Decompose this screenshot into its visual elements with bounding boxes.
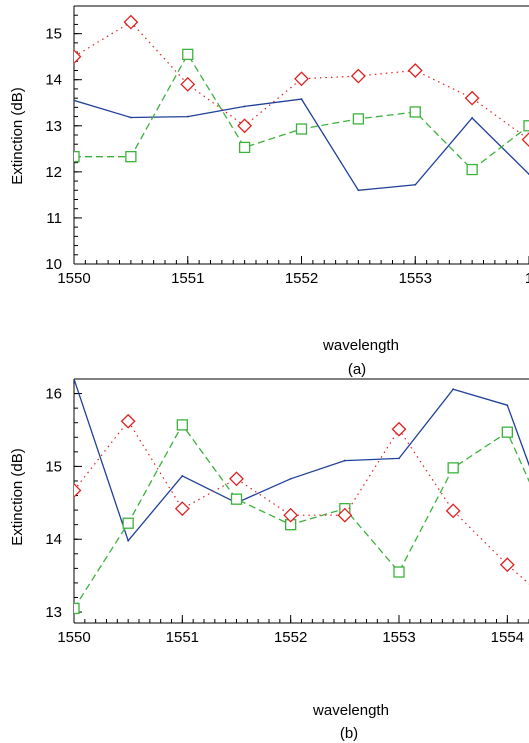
data-point	[74, 379, 75, 380]
data-point	[398, 457, 400, 460]
data-point	[357, 189, 360, 192]
series-line-solid	[74, 98, 529, 191]
data-point-diamond	[283, 507, 299, 523]
data-point	[243, 105, 246, 108]
data-point-square	[295, 123, 308, 135]
data-point	[181, 474, 184, 477]
data-point	[127, 539, 130, 542]
data-point-diamond	[237, 118, 253, 134]
x-tick-label: 1552	[274, 629, 307, 646]
data-point-diamond	[123, 14, 139, 30]
panel-label-a: (a)	[348, 361, 366, 378]
data-point-square	[74, 151, 80, 163]
series-line-dashed	[74, 423, 529, 609]
data-point-diamond	[120, 413, 136, 429]
data-point	[414, 183, 417, 186]
data-point	[74, 99, 75, 102]
x-tick-label: 1553	[399, 270, 432, 287]
data-point	[300, 98, 303, 100]
data-point-square	[74, 602, 80, 615]
y-axis-label-b: Extinction (dB)	[9, 448, 26, 546]
data-point-diamond	[521, 132, 529, 148]
series-line-dotted	[74, 420, 529, 585]
y-tick-label: 13	[45, 118, 62, 135]
chart-panel-b: 1550 1551 1552 1553 1554 13 14 15 16 Extinction …	[9, 378, 529, 742]
data-point	[289, 477, 292, 480]
data-point-diamond	[337, 507, 353, 523]
data-point-square	[409, 106, 421, 118]
data-point-square	[230, 493, 243, 505]
x-axis-label-b: wavelength	[312, 702, 389, 719]
y-axis-label-a: Extinction (dB)	[9, 87, 26, 185]
data-point-square	[523, 120, 529, 132]
data-point-square	[182, 48, 194, 61]
data-point	[343, 459, 346, 462]
data-point-square	[176, 419, 188, 431]
data-point-square	[122, 517, 134, 529]
data-point-diamond	[180, 76, 196, 92]
y-tick-label: 10	[45, 256, 62, 273]
data-point-square	[125, 151, 137, 163]
x-tick-label: 1550	[57, 270, 90, 287]
data-point-diamond	[74, 49, 82, 65]
data-point-square	[501, 426, 513, 438]
data-point-square	[466, 163, 478, 176]
data-point-diamond	[229, 471, 244, 487]
series-line-solid	[74, 379, 529, 543]
data-point-diamond	[464, 90, 480, 106]
data-point	[506, 404, 509, 407]
data-point	[186, 115, 189, 118]
data-point-diamond	[499, 557, 515, 573]
x-tick-label: 1554	[491, 629, 524, 646]
data-point-diamond	[74, 483, 82, 498]
data-point-square	[393, 566, 405, 578]
x-tick-label: 1551	[166, 629, 199, 646]
data-point-diamond	[294, 71, 309, 87]
data-point-diamond	[391, 421, 407, 437]
data-point-diamond	[445, 503, 461, 519]
x-tick-label: 1550	[57, 629, 90, 646]
panel-label-b: (b)	[340, 725, 358, 742]
plot-area-a: 1550 1551 1552 1553 1 10 11 12 13 14 15	[45, 5, 529, 287]
data-point	[471, 117, 474, 119]
y-tick-label: 14	[45, 531, 62, 548]
y-tick-label: 13	[45, 604, 62, 621]
data-point-diamond	[174, 501, 190, 517]
chart-panel-a: 1550 1551 1552 1553 1 10 11 12 13 14 15 Extinction…	[9, 5, 529, 378]
data-point-diamond	[350, 68, 366, 84]
y-tick-label: 11	[46, 210, 62, 227]
x-tick-label: 1553	[382, 629, 415, 646]
data-point	[452, 388, 455, 391]
data-point	[129, 116, 132, 119]
y-tick-label: 12	[45, 164, 62, 181]
x-tick-label: 1	[525, 270, 529, 287]
y-tick-label: 14	[45, 72, 62, 89]
data-point-square	[352, 113, 365, 125]
data-point-diamond	[407, 63, 423, 78]
y-tick-label: 15	[45, 26, 62, 43]
data-point-square	[447, 462, 459, 474]
series-line-dotted	[74, 21, 529, 141]
plot-area-b: 1550 1551 1552 1553 1554 13 14 15 16	[45, 378, 529, 646]
y-tick-label: 16	[45, 386, 62, 403]
x-tick-label: 1552	[285, 270, 318, 287]
x-tick-label: 1551	[171, 270, 204, 287]
y-tick-label: 15	[45, 458, 62, 475]
data-point-square	[238, 141, 251, 154]
x-axis-label-a: wavelength	[322, 337, 399, 354]
